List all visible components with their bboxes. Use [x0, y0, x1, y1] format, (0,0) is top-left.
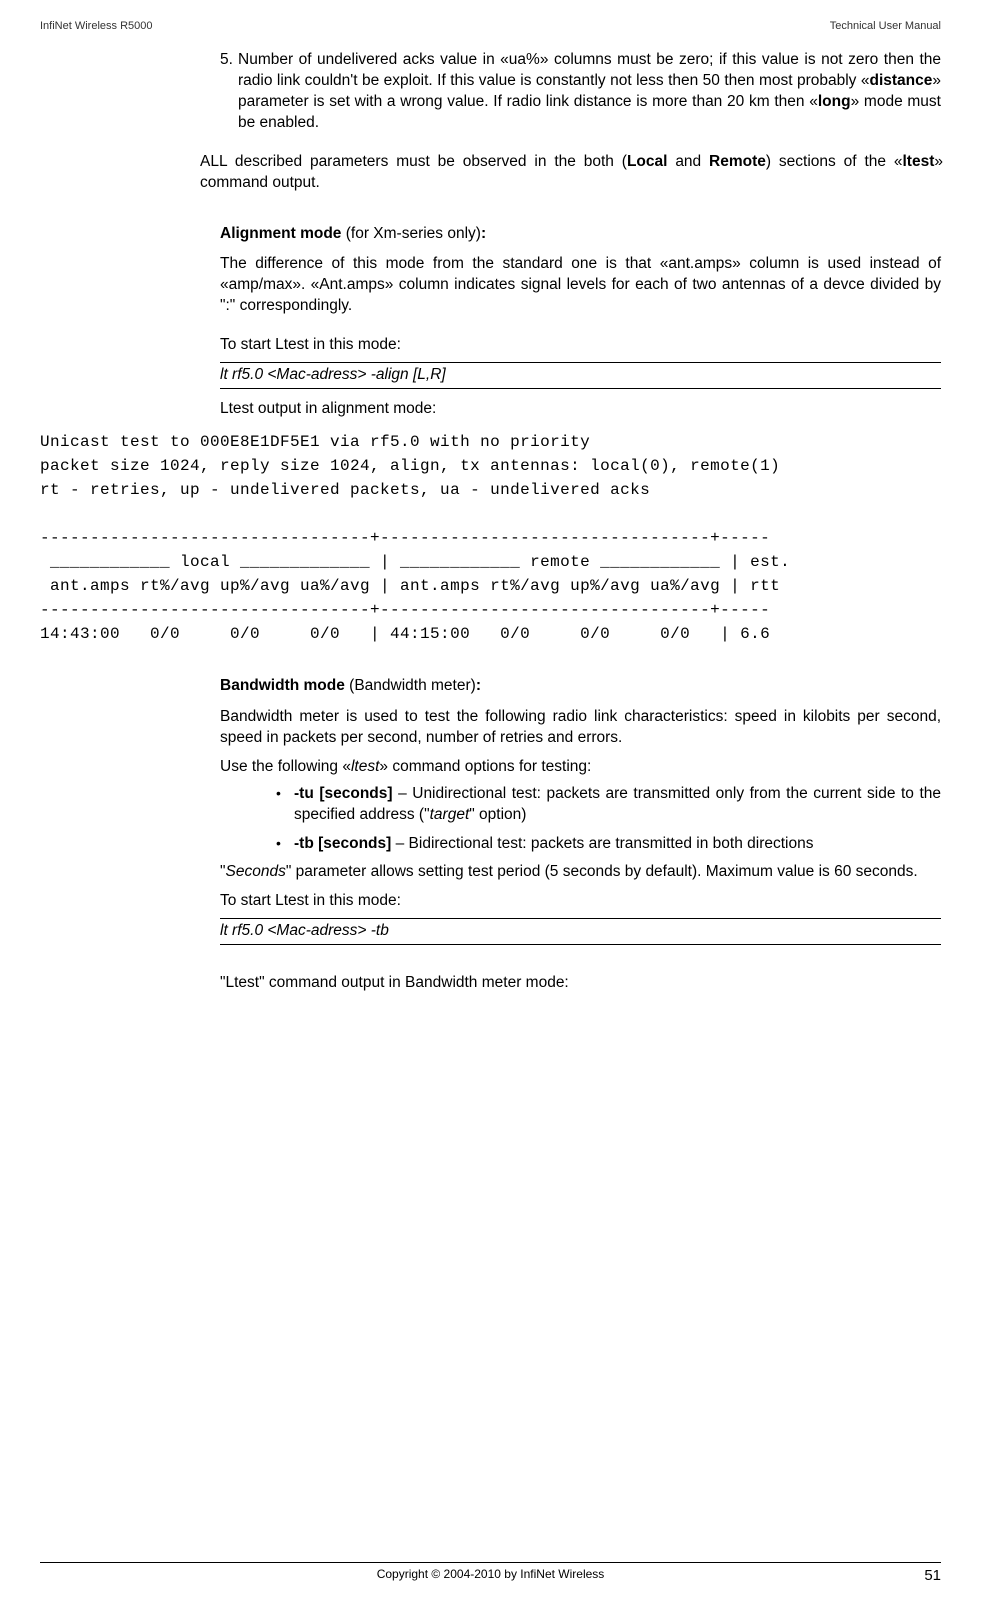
footer: Copyright © 2004-2010 by InfiNet Wireles… [40, 1562, 941, 1584]
terminal-output: Unicast test to 000E8E1DF5E1 via rf5.0 w… [40, 430, 941, 646]
command-alignment: lt rf5.0 <Mac-adress> -align [L,R] [220, 362, 941, 389]
list-item: -tb [seconds] – Bidirectional test: pack… [270, 834, 941, 855]
paragraph-bandwidth-start: To start Ltest in this mode: [220, 891, 941, 912]
paragraph-allparams: ALL described parameters must be observe… [200, 152, 943, 194]
footer-copyright: Copyright © 2004-2010 by InfiNet Wireles… [40, 1567, 941, 1581]
header-left: InfiNet Wireless R5000 [40, 20, 153, 32]
bullet-list: -tu [seconds] – Unidirectional test: pac… [270, 784, 941, 855]
paragraph-bandwidth-desc: Bandwidth meter is used to test the foll… [220, 707, 941, 749]
list-item-5: 5. Number of undelivered acks value in «… [220, 50, 941, 134]
list-number: 5. [220, 50, 238, 134]
command-bandwidth: lt rf5.0 <Mac-adress> -tb [220, 918, 941, 945]
label-bandwidth-output: "Ltest" command output in Bandwidth mete… [220, 973, 941, 994]
section-title-bandwidth: Bandwidth mode (Bandwidth meter): [220, 676, 941, 697]
paragraph-alignment-desc: The difference of this mode from the sta… [220, 254, 941, 317]
list-item: -tu [seconds] – Unidirectional test: pac… [270, 784, 941, 826]
paragraph-alignment-start: To start Ltest in this mode: [220, 335, 941, 356]
header-right: Technical User Manual [830, 20, 941, 32]
paragraph-bandwidth-use: Use the following «ltest» command option… [220, 757, 941, 778]
label-alignment-output: Ltest output in alignment mode: [220, 399, 941, 420]
list-text: Number of undelivered acks value in «ua%… [238, 50, 941, 134]
section-title-alignment: Alignment mode (for Xm-series only): [220, 224, 941, 245]
paragraph-seconds: "Seconds" parameter allows setting test … [220, 862, 941, 883]
